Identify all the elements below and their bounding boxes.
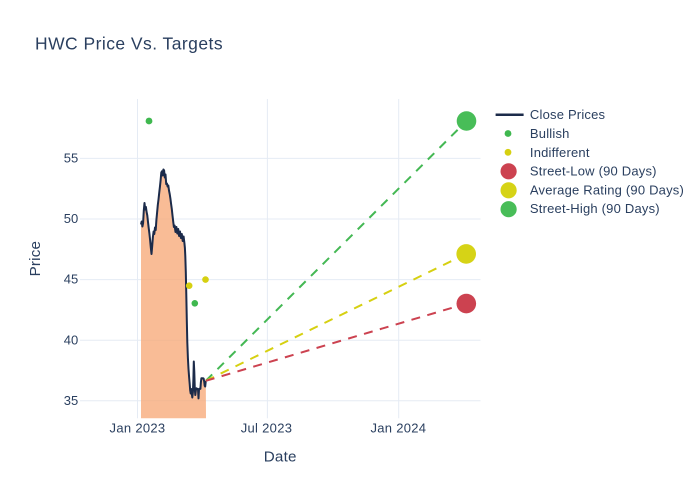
svg-text:40: 40 xyxy=(64,332,78,347)
svg-text:Street-Low (90 Days): Street-Low (90 Days) xyxy=(530,164,657,179)
svg-text:Average Rating (90 Days): Average Rating (90 Days) xyxy=(530,182,684,197)
svg-text:Close Prices: Close Prices xyxy=(530,107,606,122)
svg-text:Jan 2023: Jan 2023 xyxy=(110,421,166,436)
svg-text:Price: Price xyxy=(27,241,44,277)
svg-text:Date: Date xyxy=(264,448,297,465)
svg-text:55: 55 xyxy=(64,151,78,166)
svg-text:35: 35 xyxy=(64,393,78,408)
svg-text:50: 50 xyxy=(64,211,78,226)
svg-text:Indifferent: Indifferent xyxy=(530,145,590,160)
svg-text:45: 45 xyxy=(64,272,78,287)
svg-text:HWC Price Vs. Targets: HWC Price Vs. Targets xyxy=(35,34,223,54)
svg-text:Street-High (90 Days): Street-High (90 Days) xyxy=(530,201,660,216)
svg-text:Jul 2023: Jul 2023 xyxy=(241,421,293,436)
svg-text:Jan 2024: Jan 2024 xyxy=(370,421,426,436)
svg-text:Bullish: Bullish xyxy=(530,126,570,141)
